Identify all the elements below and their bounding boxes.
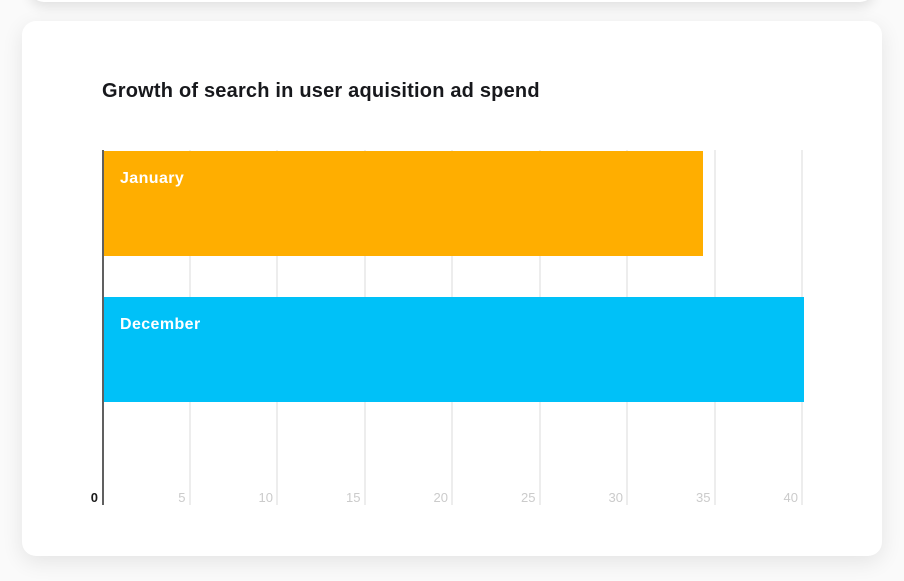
bar-december: December bbox=[104, 297, 804, 402]
y-axis-line bbox=[102, 150, 104, 505]
bar-january: January bbox=[104, 151, 703, 256]
x-tick-label: 30 bbox=[608, 490, 623, 505]
x-tick-label: 10 bbox=[258, 490, 273, 505]
bar-label: January bbox=[120, 170, 185, 187]
x-tick-label: 5 bbox=[178, 490, 186, 505]
x-tick-label: 15 bbox=[346, 490, 361, 505]
bar-label: December bbox=[120, 316, 201, 333]
chart-title: Growth of search in user aquisition ad s… bbox=[102, 80, 540, 102]
chart-card: Growth of search in user aquisition ad s… bbox=[22, 21, 882, 556]
x-tick-label: 25 bbox=[521, 490, 536, 505]
x-tick-label: 20 bbox=[433, 490, 448, 505]
card-above-partial bbox=[30, 0, 874, 2]
x-tick-label: 35 bbox=[696, 490, 711, 505]
plot-area: January December 0 5 10 15 20 25 30 35 40 bbox=[91, 150, 814, 505]
x-tick-label: 0 bbox=[90, 490, 98, 505]
x-tick-label: 40 bbox=[783, 490, 798, 505]
